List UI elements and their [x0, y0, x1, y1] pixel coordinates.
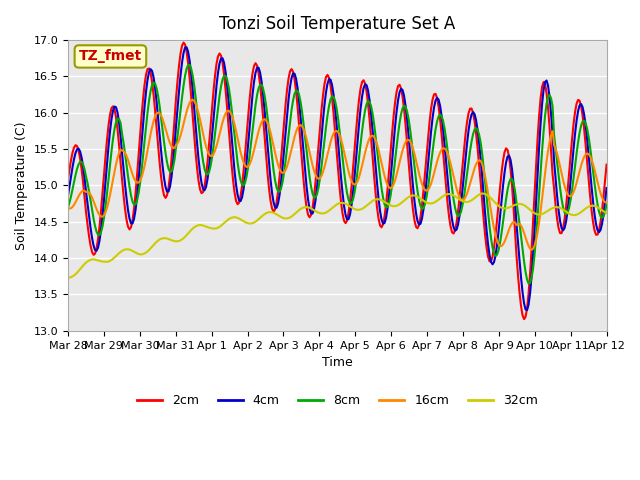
2cm	[244, 115, 252, 120]
32cm	[300, 204, 307, 210]
8cm	[525, 281, 532, 287]
4cm	[603, 185, 611, 191]
8cm	[64, 204, 72, 210]
2cm	[130, 206, 138, 212]
4cm	[226, 115, 234, 121]
16cm	[301, 131, 309, 136]
4cm	[244, 143, 252, 148]
4cm	[253, 65, 261, 71]
16cm	[130, 175, 138, 181]
Text: TZ_fmet: TZ_fmet	[79, 49, 142, 63]
16cm	[603, 200, 611, 205]
2cm	[520, 316, 528, 322]
8cm	[186, 62, 193, 68]
Line: 4cm: 4cm	[68, 47, 607, 310]
4cm	[64, 192, 72, 198]
4cm	[524, 307, 531, 313]
4cm	[576, 103, 584, 108]
16cm	[253, 134, 261, 140]
Y-axis label: Soil Temperature (C): Soil Temperature (C)	[15, 121, 28, 250]
2cm	[603, 162, 611, 168]
X-axis label: Time: Time	[322, 356, 353, 369]
16cm	[64, 205, 72, 211]
32cm	[64, 275, 72, 280]
16cm	[226, 109, 234, 115]
Title: Tonzi Soil Temperature Set A: Tonzi Soil Temperature Set A	[219, 15, 456, 33]
16cm	[528, 247, 536, 252]
8cm	[226, 93, 234, 99]
32cm	[252, 219, 259, 225]
8cm	[244, 165, 252, 170]
32cm	[574, 211, 582, 217]
4cm	[301, 168, 309, 173]
8cm	[576, 130, 584, 136]
Line: 32cm: 32cm	[68, 193, 607, 277]
32cm	[225, 216, 232, 222]
32cm	[478, 191, 486, 196]
32cm	[243, 220, 250, 226]
16cm	[244, 164, 252, 169]
4cm	[182, 44, 190, 50]
32cm	[603, 210, 611, 216]
16cm	[576, 168, 584, 174]
2cm	[180, 40, 188, 46]
16cm	[189, 97, 196, 103]
Line: 8cm: 8cm	[68, 65, 607, 284]
2cm	[226, 143, 234, 149]
2cm	[64, 176, 72, 182]
Line: 2cm: 2cm	[68, 43, 607, 319]
2cm	[253, 63, 261, 69]
2cm	[301, 192, 309, 198]
Legend: 2cm, 4cm, 8cm, 16cm, 32cm: 2cm, 4cm, 8cm, 16cm, 32cm	[132, 389, 543, 412]
8cm	[253, 92, 261, 98]
8cm	[603, 202, 611, 207]
8cm	[130, 202, 138, 208]
2cm	[576, 98, 584, 104]
4cm	[130, 216, 138, 222]
8cm	[301, 134, 309, 140]
32cm	[130, 249, 138, 254]
Line: 16cm: 16cm	[68, 100, 607, 250]
